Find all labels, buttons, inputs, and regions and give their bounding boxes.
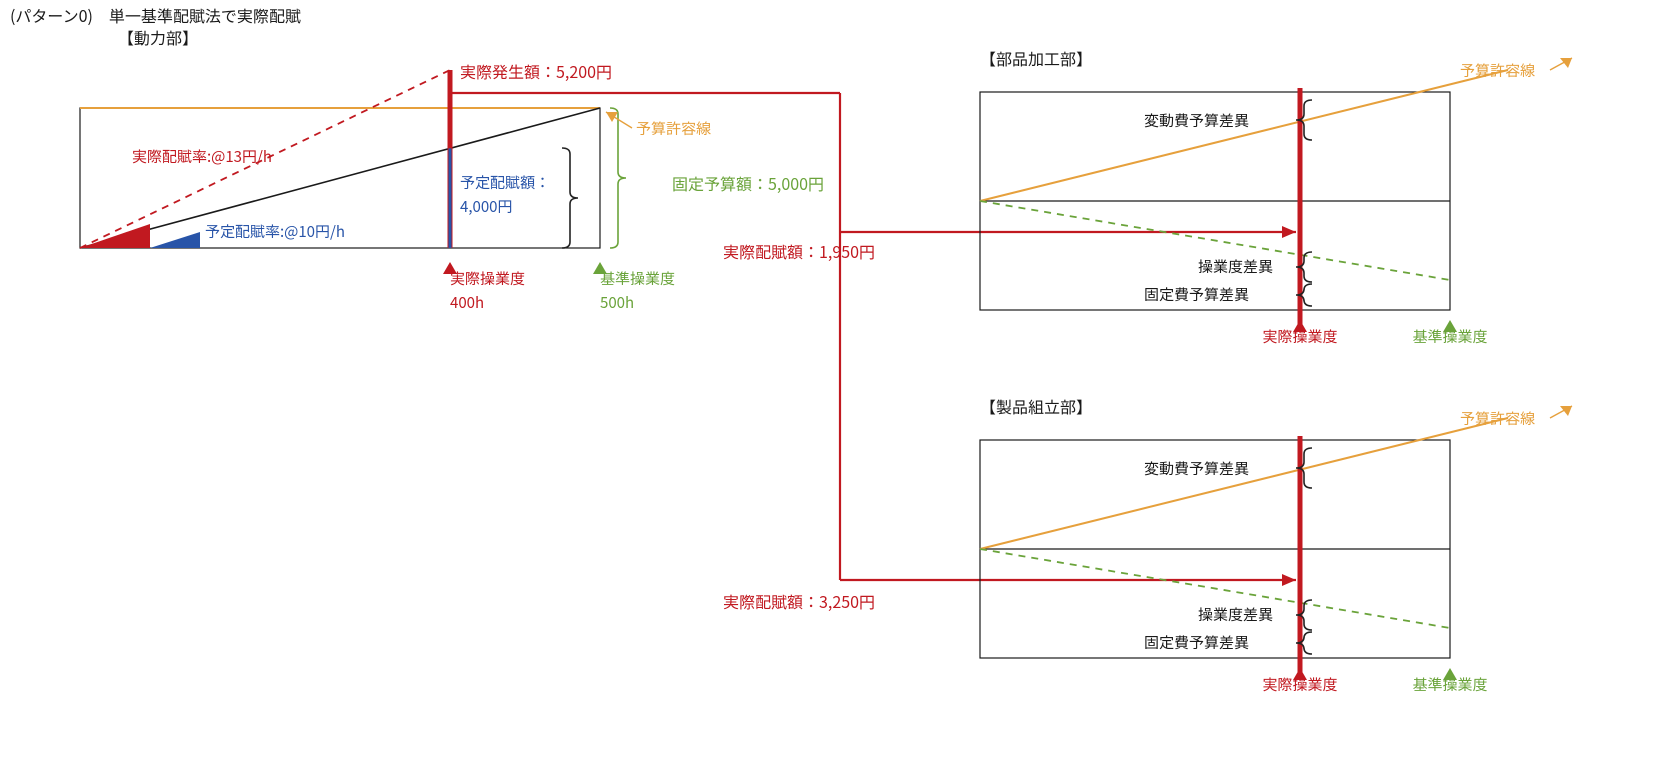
actual-amount: 実際発生額：5,200円 xyxy=(460,59,612,83)
budget-line-r0: 予算許容線 xyxy=(1460,60,1535,81)
plan-amount-2: 4,000円 xyxy=(460,196,512,217)
plan-rate: 予定配賦率:@10円/h xyxy=(205,221,345,242)
var-variance-1: 変動費予算差異 xyxy=(1144,458,1249,479)
diagram-svg: (パターン0) 単一基準配賦法で実際配賦【動力部】実際発生額：5,200円実際配… xyxy=(0,0,1665,764)
actual-op-val: 400h xyxy=(450,292,484,313)
actual-op-r1: 実際操業度 xyxy=(1262,674,1337,695)
actual-op-label: 実際操業度 xyxy=(450,268,525,289)
alloc-label-2: 実際配賦額：3,250円 xyxy=(723,589,875,613)
budget-line-label: 予算許容線 xyxy=(636,118,711,139)
op-variance-1: 操業度差異 xyxy=(1198,604,1273,625)
actual-op-r0: 実際操業度 xyxy=(1262,326,1337,347)
diagram-root: (パターン0) 単一基準配賦法で実際配賦【動力部】実際発生額：5,200円実際配… xyxy=(0,0,1665,764)
actual-rate: 実際配賦率:@13円/h xyxy=(132,146,272,167)
base-op-r0: 基準操業度 xyxy=(1412,326,1487,347)
fixed-budget: 固定予算額：5,000円 xyxy=(672,171,824,195)
fix-variance-1: 固定費予算差異 xyxy=(1144,632,1249,653)
budget-line-r1: 予算許容線 xyxy=(1460,408,1535,429)
base-op-val: 500h xyxy=(600,292,634,313)
base-op-label: 基準操業度 xyxy=(600,268,675,289)
title-line1: (パターン0) 単一基準配賦法で実際配賦 xyxy=(10,3,301,27)
fix-variance-0: 固定費予算差異 xyxy=(1144,284,1249,305)
right-panel-title-0: 【部品加工部】 xyxy=(980,46,1092,70)
alloc-label-1: 実際配賦額：1,950円 xyxy=(723,239,875,263)
title-line2: 【動力部】 xyxy=(118,25,198,49)
base-op-r1: 基準操業度 xyxy=(1412,674,1487,695)
right-panel-title-1: 【製品組立部】 xyxy=(980,394,1092,418)
plan-amount-1: 予定配賦額： xyxy=(460,172,550,193)
var-variance-0: 変動費予算差異 xyxy=(1144,110,1249,131)
op-variance-0: 操業度差異 xyxy=(1198,256,1273,277)
